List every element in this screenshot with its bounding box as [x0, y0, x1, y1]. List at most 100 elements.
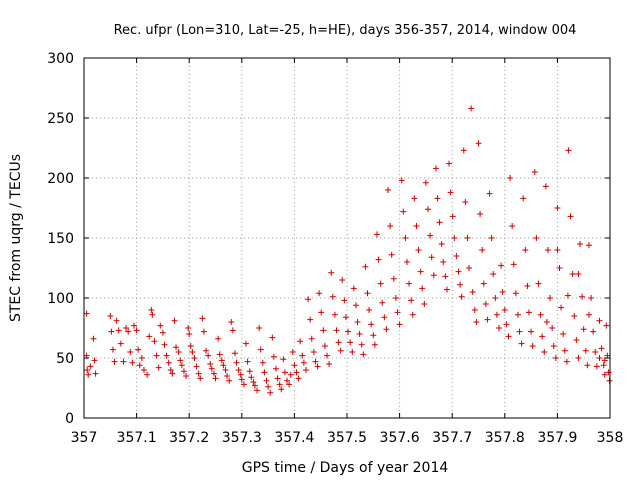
data-point — [443, 286, 450, 293]
data-point — [507, 175, 514, 181]
data-point — [289, 349, 296, 355]
data-point — [575, 355, 582, 361]
data-point — [362, 263, 369, 270]
data-point — [180, 368, 187, 375]
data-point — [356, 331, 363, 337]
data-point — [606, 377, 613, 384]
data-point — [186, 331, 193, 337]
data-point — [167, 367, 174, 373]
data-point — [484, 316, 491, 323]
data-point — [402, 235, 409, 241]
data-point — [370, 332, 377, 339]
data-point — [468, 105, 475, 112]
data-point — [415, 247, 422, 253]
data-point — [427, 232, 434, 239]
data-point — [560, 331, 567, 337]
data-point — [329, 293, 336, 300]
data-point — [469, 289, 476, 295]
data-point — [582, 347, 589, 354]
data-point — [257, 346, 264, 353]
data-point — [278, 386, 285, 393]
data-point — [231, 350, 238, 357]
data-point — [455, 268, 462, 275]
data-point — [307, 316, 314, 323]
y-tick-label: 200 — [47, 171, 74, 187]
data-point — [287, 371, 294, 378]
data-point — [550, 343, 557, 349]
data-point — [430, 272, 437, 279]
data-point — [149, 311, 156, 318]
data-point — [432, 165, 439, 172]
data-point — [146, 333, 153, 340]
data-point — [486, 190, 493, 197]
data-point — [422, 179, 429, 186]
data-point — [522, 247, 529, 253]
data-point — [400, 208, 407, 215]
data-point — [385, 187, 392, 193]
data-point — [302, 367, 309, 373]
data-point — [228, 319, 235, 325]
data-point — [220, 362, 227, 369]
data-point — [554, 247, 561, 253]
data-point — [339, 277, 346, 283]
data-point — [263, 377, 270, 384]
data-point — [498, 262, 505, 269]
data-point — [585, 242, 592, 249]
data-point — [516, 328, 523, 335]
data-point — [542, 183, 549, 190]
data-point — [584, 362, 591, 369]
data-point — [462, 199, 469, 205]
data-point — [270, 353, 277, 360]
data-point — [552, 355, 559, 361]
data-point — [396, 321, 403, 328]
data-point — [580, 326, 587, 333]
data-point — [499, 289, 506, 295]
data-point — [381, 314, 388, 321]
data-point — [113, 317, 120, 324]
data-point — [259, 359, 266, 366]
data-point — [377, 280, 384, 287]
data-point — [269, 334, 276, 341]
data-point — [371, 341, 378, 348]
data-point — [350, 285, 357, 292]
data-point — [368, 321, 375, 328]
x-tick-label: 357.4 — [274, 430, 314, 446]
data-point — [123, 325, 130, 331]
data-point — [108, 328, 115, 335]
data-point — [218, 357, 225, 364]
data-point — [267, 389, 274, 396]
data-point — [477, 211, 484, 217]
data-point — [464, 235, 471, 241]
data-point — [203, 347, 210, 354]
data-point — [471, 307, 478, 313]
data-point — [295, 375, 302, 382]
data-point — [197, 375, 204, 382]
data-point — [565, 147, 572, 154]
data-point — [525, 309, 532, 316]
chart-title: Rec. ufpr (Lon=310, Lat=-25, h=HE), days… — [114, 23, 577, 38]
data-point — [175, 349, 182, 355]
data-point — [341, 297, 348, 304]
data-point — [321, 343, 328, 349]
data-point — [503, 321, 510, 328]
data-point — [212, 375, 219, 382]
data-point — [575, 271, 582, 277]
data-point — [601, 357, 608, 364]
data-point — [324, 352, 331, 359]
data-point — [120, 358, 127, 365]
data-point — [590, 328, 597, 335]
data-point — [326, 361, 333, 367]
data-point — [520, 195, 527, 202]
data-point — [360, 351, 367, 358]
data-point — [240, 381, 247, 388]
data-point — [438, 241, 445, 247]
data-point — [83, 310, 90, 317]
data-point — [191, 355, 198, 361]
data-point — [276, 381, 283, 388]
data-point — [129, 359, 136, 366]
data-point — [318, 309, 325, 316]
data-point — [216, 351, 223, 358]
data-point — [138, 355, 145, 361]
data-point — [173, 344, 180, 351]
data-point — [411, 195, 418, 202]
